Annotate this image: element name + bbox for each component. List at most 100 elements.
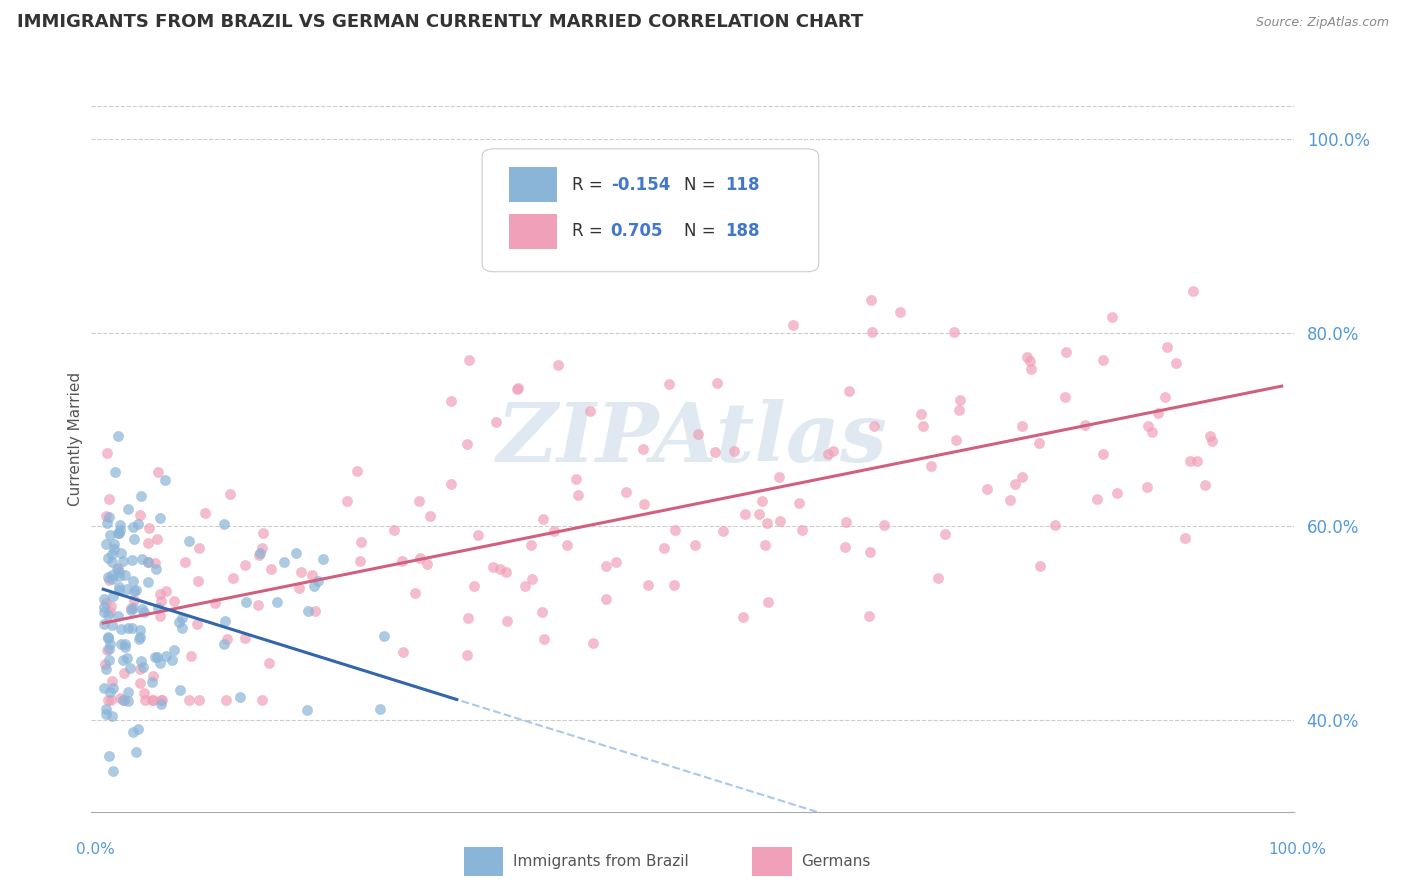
- Point: [149, 656, 172, 670]
- Point: [860, 325, 883, 339]
- Point: [463, 578, 485, 592]
- Point: [686, 427, 709, 442]
- Point: [481, 560, 503, 574]
- Point: [1178, 454, 1201, 468]
- Point: [94, 536, 117, 550]
- Point: [136, 535, 159, 549]
- Point: [122, 600, 145, 615]
- Point: [288, 581, 311, 595]
- Point: [94, 657, 117, 671]
- Point: [295, 703, 318, 717]
- Point: [533, 632, 555, 646]
- Point: [141, 693, 163, 707]
- Point: [98, 637, 121, 651]
- Point: [910, 407, 932, 421]
- Point: [98, 574, 121, 588]
- Point: [98, 605, 121, 619]
- Point: [233, 558, 256, 573]
- Point: [664, 523, 686, 537]
- Point: [117, 621, 139, 635]
- Point: [457, 353, 479, 368]
- Point: [145, 532, 167, 546]
- Point: [114, 567, 136, 582]
- Point: [703, 444, 725, 458]
- Point: [108, 525, 131, 540]
- Point: [1043, 518, 1066, 533]
- Point: [297, 604, 319, 618]
- Point: [495, 566, 517, 580]
- Point: [1137, 419, 1160, 434]
- Point: [108, 518, 131, 533]
- Point: [756, 516, 779, 530]
- Point: [93, 681, 115, 695]
- Point: [142, 669, 165, 683]
- Point: [112, 653, 135, 667]
- Point: [107, 429, 129, 443]
- Point: [605, 556, 627, 570]
- Point: [129, 623, 152, 637]
- Point: [637, 578, 659, 592]
- Point: [170, 620, 193, 634]
- Point: [1087, 491, 1109, 506]
- Point: [1136, 480, 1159, 494]
- Point: [129, 631, 152, 645]
- Bar: [509, 167, 557, 202]
- Point: [530, 605, 553, 619]
- Point: [579, 404, 602, 418]
- Point: [304, 579, 326, 593]
- Point: [370, 702, 392, 716]
- Point: [706, 376, 728, 390]
- Point: [101, 618, 124, 632]
- Point: [246, 598, 269, 612]
- Text: ZIPAtlas: ZIPAtlas: [496, 400, 889, 479]
- Point: [124, 745, 146, 759]
- Point: [121, 520, 143, 534]
- Point: [120, 601, 142, 615]
- Point: [748, 507, 770, 521]
- Point: [835, 516, 858, 530]
- Point: [633, 497, 655, 511]
- Point: [132, 659, 155, 673]
- Point: [1153, 390, 1175, 404]
- Point: [284, 545, 307, 559]
- Point: [633, 442, 655, 457]
- Point: [782, 318, 804, 332]
- Point: [212, 517, 235, 532]
- Text: Immigrants from Brazil: Immigrants from Brazil: [513, 855, 689, 869]
- Point: [595, 592, 617, 607]
- Point: [734, 508, 756, 522]
- Point: [1147, 406, 1170, 420]
- Point: [920, 458, 942, 473]
- Point: [723, 444, 745, 458]
- Point: [349, 554, 371, 568]
- Point: [97, 693, 120, 707]
- Point: [862, 419, 884, 434]
- Point: [103, 589, 125, 603]
- Point: [117, 651, 139, 665]
- Point: [134, 606, 156, 620]
- Point: [143, 649, 166, 664]
- Point: [149, 511, 172, 525]
- Point: [1000, 492, 1022, 507]
- Point: [100, 693, 122, 707]
- Point: [250, 693, 273, 707]
- Point: [259, 656, 281, 670]
- Point: [860, 293, 883, 307]
- Point: [1018, 353, 1040, 368]
- Point: [557, 538, 579, 552]
- Point: [129, 654, 152, 668]
- Point: [103, 541, 125, 556]
- Point: [408, 494, 430, 508]
- Point: [1181, 284, 1204, 298]
- Point: [120, 603, 142, 617]
- Point: [349, 535, 371, 549]
- Point: [373, 629, 395, 643]
- Point: [117, 685, 139, 699]
- Point: [129, 489, 152, 503]
- Point: [1156, 340, 1178, 354]
- Point: [1101, 310, 1123, 325]
- Point: [392, 645, 415, 659]
- Point: [312, 552, 335, 566]
- Point: [834, 540, 856, 554]
- Point: [336, 494, 359, 508]
